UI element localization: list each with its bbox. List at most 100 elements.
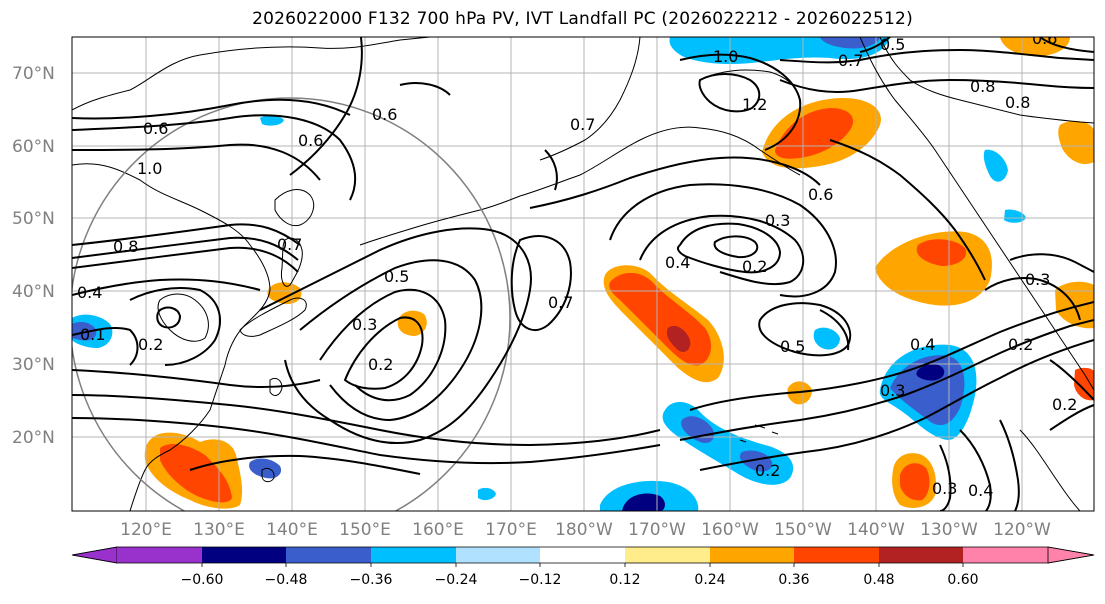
lon-label: 160°E xyxy=(412,520,464,540)
colorbar-label: 0.36 xyxy=(778,572,809,588)
colorbar-extend-min xyxy=(71,546,118,564)
lon-label: 170°E xyxy=(485,520,537,540)
shade-red-sw xyxy=(900,463,930,501)
shade-blue-south2 xyxy=(739,450,773,472)
colorbar-outline xyxy=(71,546,1095,564)
shade-blue-west xyxy=(72,322,97,341)
lon-label: 160°W xyxy=(701,520,759,540)
contour-label: 0.8 xyxy=(1005,93,1030,112)
contour-label: 0.2 xyxy=(1008,335,1033,354)
shade-cyan-tiny2 xyxy=(478,487,496,501)
contour-label: 0.3 xyxy=(932,479,957,498)
colorbar-label: −0.60 xyxy=(181,572,224,588)
lon-label: 150°W xyxy=(774,520,832,540)
contour-label: 0.4 xyxy=(910,335,935,354)
lon-label: 180°W xyxy=(555,520,613,540)
contour-label: 0.2 xyxy=(1052,395,1077,414)
shade-red-east xyxy=(916,239,967,266)
graticule xyxy=(72,37,1094,511)
shade-blue-top xyxy=(820,37,880,49)
contour-label: 1.0 xyxy=(137,159,162,178)
colorbar-swatch xyxy=(117,547,202,563)
pv-shading xyxy=(72,37,1094,511)
lon-label: 130°W xyxy=(920,520,978,540)
shade-navy-east xyxy=(916,364,945,381)
lon-label: 170°W xyxy=(628,520,686,540)
colorbar-label: −0.36 xyxy=(350,572,393,588)
contour-label: 0.6 xyxy=(298,131,323,150)
contour-label: 0.3 xyxy=(352,315,377,334)
colorbar-label: −0.48 xyxy=(265,572,308,588)
contour-label: 0.6 xyxy=(143,119,168,138)
colorbar-swatch xyxy=(456,547,540,563)
colorbar-label: 0.48 xyxy=(863,572,894,588)
lon-label: 140°E xyxy=(266,520,318,540)
colorbar-swatch xyxy=(202,547,286,563)
contour-label: 0.3 xyxy=(1025,270,1050,289)
colorbar-extend-max xyxy=(1047,546,1095,564)
contour-label: 0.2 xyxy=(138,335,163,354)
contour-label: 0.7 xyxy=(570,115,595,134)
reference-circle xyxy=(72,97,511,511)
lat-label-60: 60°N xyxy=(12,137,55,157)
latitude-labels: 70°N 60°N 50°N 40°N 30°N 20°N xyxy=(12,64,55,448)
shade-blue-south xyxy=(681,416,715,444)
contour-label: 0.6 xyxy=(372,105,397,124)
contour-label: 0.6 xyxy=(1032,29,1057,48)
shade-darkred-central xyxy=(666,325,691,352)
colorbar-label: −0.24 xyxy=(435,572,478,588)
shade-cyan-north xyxy=(260,115,284,126)
contour-label: 0.4 xyxy=(77,283,102,302)
contour-label: 0.2 xyxy=(755,461,780,480)
shade-red-far-e xyxy=(1074,367,1094,401)
colorbar-label: 0.12 xyxy=(609,572,640,588)
contour-labels: 0.6 0.6 0.6 1.0 0.8 0.4 0.7 0.5 0.3 0.2 … xyxy=(77,29,1077,500)
contour-label: 0.4 xyxy=(665,253,690,272)
shade-cyan-midpac xyxy=(813,327,840,350)
colorbar-swatch xyxy=(794,547,879,563)
contour-label: 1.0 xyxy=(713,47,738,66)
shade-orange-ne xyxy=(1058,120,1094,165)
lat-label-30: 30°N xyxy=(12,355,55,375)
pv-contours xyxy=(72,37,1094,511)
coastlines xyxy=(72,37,1094,511)
contour-label: 0.7 xyxy=(548,293,573,312)
map-area: 0.6 0.6 0.6 1.0 0.8 0.4 0.7 0.5 0.3 0.2 … xyxy=(72,29,1094,511)
colorbar-swatch xyxy=(625,547,710,563)
colorbar-swatch xyxy=(286,547,371,563)
contour-label: 0.5 xyxy=(880,35,905,54)
lon-label: 120°E xyxy=(120,520,172,540)
contour-label: 1.2 xyxy=(742,95,767,114)
contour-label: 0.2 xyxy=(368,355,393,374)
contour-label: 0.7 xyxy=(838,51,863,70)
colorbar-swatch xyxy=(963,547,1048,563)
colorbar: −0.60 −0.48 −0.36 −0.24 −0.12 0.12 0.24 … xyxy=(71,546,1095,588)
contour-label: 0.1 xyxy=(80,325,105,344)
contour-label: 0.8 xyxy=(970,77,995,96)
colorbar-label: −0.12 xyxy=(519,572,562,588)
contour-label: 0.3 xyxy=(765,211,790,230)
shade-navy-tropic xyxy=(622,493,665,511)
contour-label: 0.7 xyxy=(277,235,302,254)
lon-label: 150°E xyxy=(339,520,391,540)
shade-cyan-130w xyxy=(983,149,1008,182)
contour-label: 0.5 xyxy=(384,267,409,286)
shade-red-wp xyxy=(160,444,232,503)
contour-label: 0.3 xyxy=(880,381,905,400)
contour-label: 0.8 xyxy=(113,237,138,256)
colorbar-swatch xyxy=(371,547,456,563)
contour-label: 0.6 xyxy=(808,185,833,204)
lon-label: 130°E xyxy=(193,520,245,540)
longitude-labels: 120°E 130°E 140°E 150°E 160°E 170°E 180°… xyxy=(120,520,1051,540)
shade-orange-top xyxy=(1000,37,1070,57)
shade-cyan-tiny1 xyxy=(1004,209,1026,223)
lat-label-40: 40°N xyxy=(12,282,55,302)
colorbar-label: 0.24 xyxy=(694,572,725,588)
figure-title: 2026022000 F132 700 hPa PV, IVT Landfall… xyxy=(252,9,913,29)
colorbar-swatch xyxy=(879,547,963,563)
lat-label-70: 70°N xyxy=(12,64,55,84)
lon-label: 140°W xyxy=(847,520,905,540)
map-frame xyxy=(71,36,1095,512)
lat-label-20: 20°N xyxy=(12,428,55,448)
